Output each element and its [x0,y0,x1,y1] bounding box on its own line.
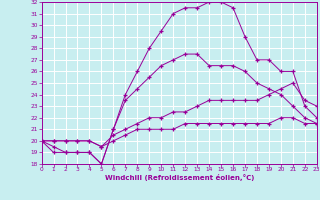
X-axis label: Windchill (Refroidissement éolien,°C): Windchill (Refroidissement éolien,°C) [105,174,254,181]
